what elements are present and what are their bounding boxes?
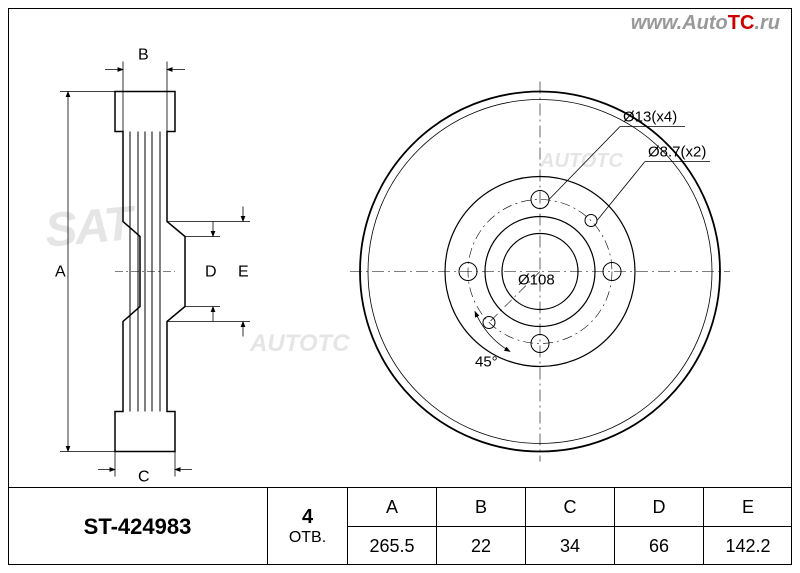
part-number: ST-424983 [8, 488, 268, 565]
col-E: E 142.2 [704, 488, 792, 565]
annot-center: Ø108 [518, 272, 555, 289]
col-A: A 265.5 [348, 488, 437, 565]
hdr-A: A [348, 488, 436, 527]
val-D: 66 [615, 527, 703, 565]
col-B: B 22 [437, 488, 526, 565]
annot-hole2: Ø8.7(x2) [648, 144, 706, 161]
col-C: C 34 [526, 488, 615, 565]
dim-A: A [55, 264, 66, 281]
hole-count-cell: 4 ОТВ. [268, 488, 348, 565]
val-A: 265.5 [348, 527, 436, 565]
dim-D: D [205, 264, 217, 281]
hdr-E: E [704, 488, 792, 527]
dimension-table: ST-424983 4 ОТВ. A 265.5 B 22 C 34 D 66 … [8, 487, 792, 565]
val-C: 34 [526, 527, 614, 565]
hdr-D: D [615, 488, 703, 527]
annot-angle: 45° [475, 354, 498, 371]
technical-drawing: A B C D E [20, 20, 780, 483]
annot-hole1: Ø13(x4) [623, 109, 677, 126]
side-view: A B C D E [55, 47, 250, 484]
drawing-svg: A B C D E [20, 20, 780, 483]
col-D: D 66 [615, 488, 704, 565]
hdr-C: C [526, 488, 614, 527]
dim-B: B [138, 47, 149, 64]
hole-label: ОТВ. [289, 529, 326, 547]
hole-count: 4 [302, 506, 313, 529]
dim-E: E [238, 264, 249, 281]
hdr-B: B [437, 488, 525, 527]
val-B: 22 [437, 527, 525, 565]
front-view: Ø13(x4) Ø8.7(x2) Ø108 45° [350, 82, 730, 462]
dim-C: C [138, 469, 150, 484]
val-E: 142.2 [704, 527, 792, 565]
